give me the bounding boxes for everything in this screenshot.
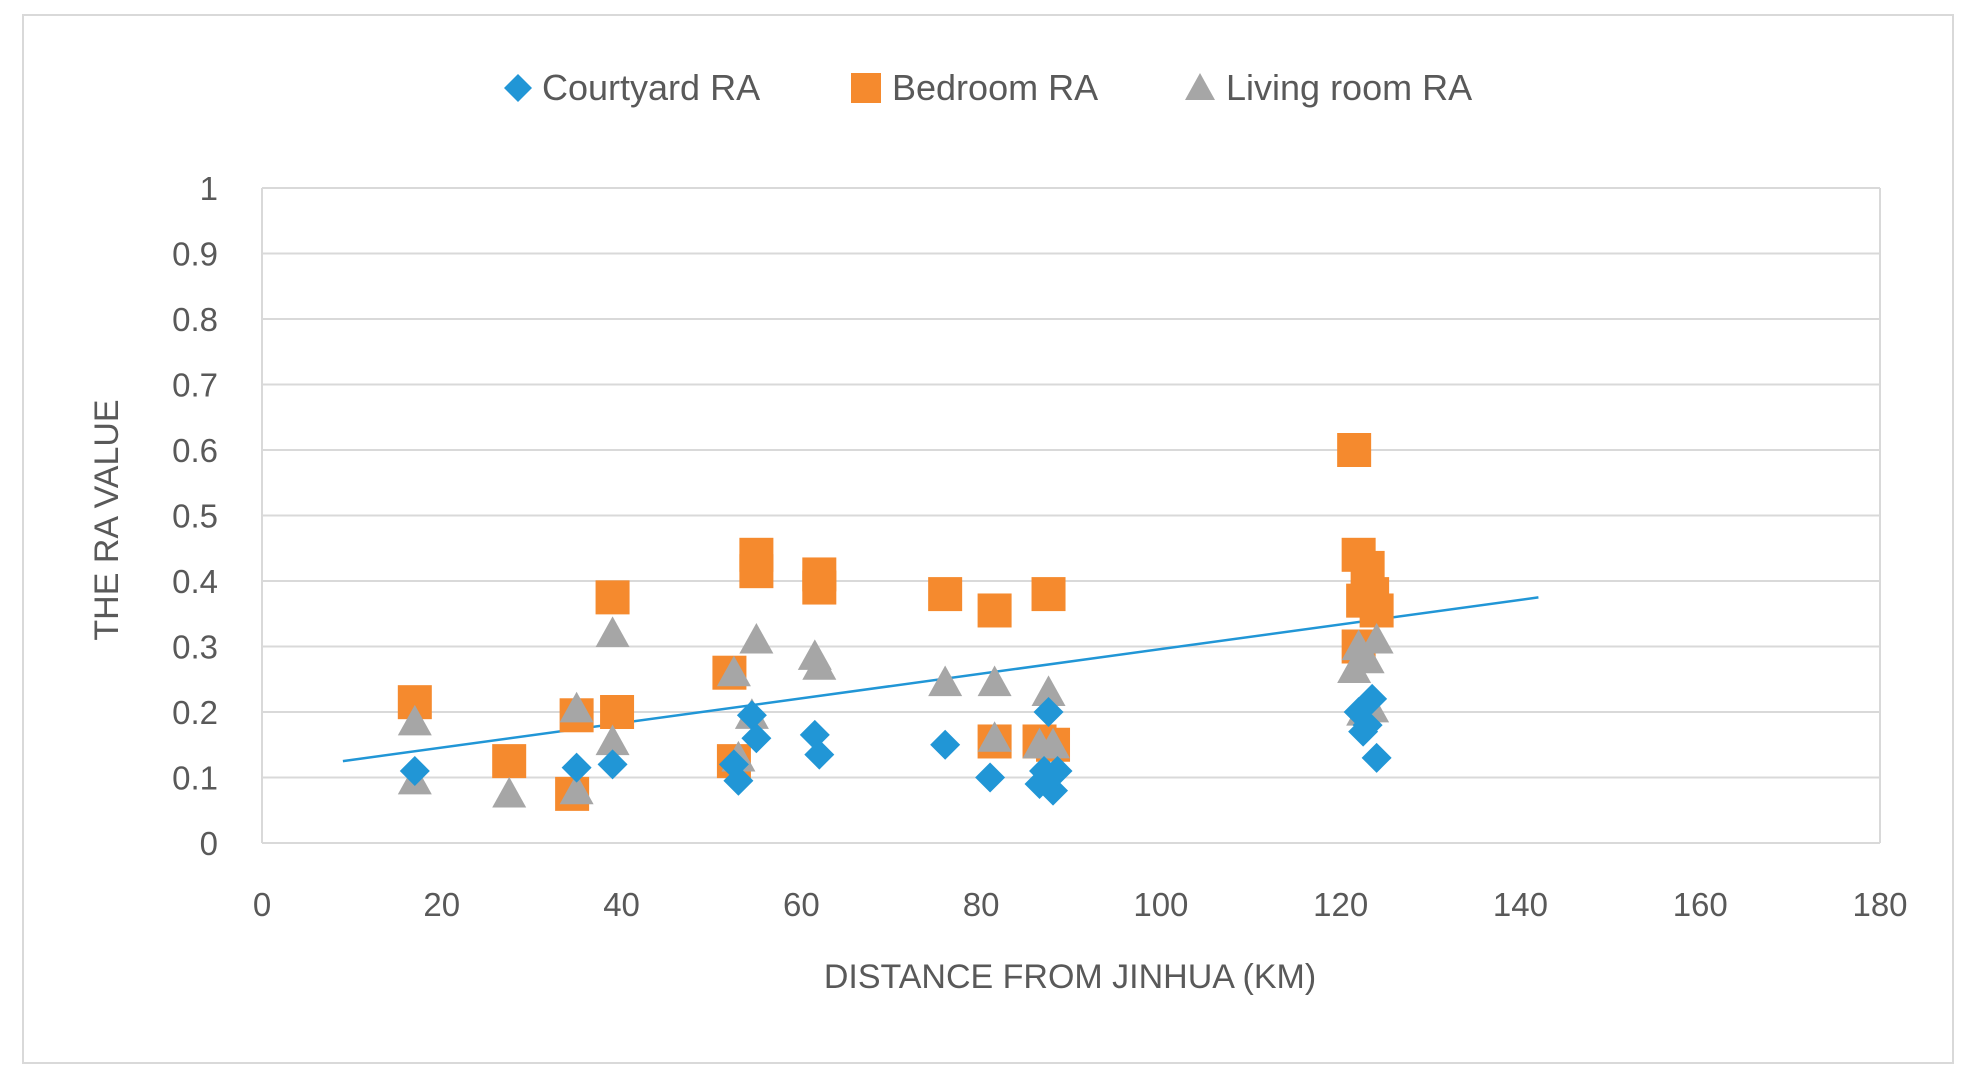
data-points (397, 433, 1394, 811)
x-tick-label: 60 (783, 886, 820, 923)
legend-diamond-icon (504, 74, 532, 102)
triangle-point (928, 665, 963, 697)
diamond-point (804, 739, 835, 770)
triangle-point (559, 773, 594, 805)
y-tick-label: 0.3 (172, 629, 218, 666)
diamond-point (597, 749, 628, 780)
triangle-point (397, 704, 432, 736)
x-tick-label: 120 (1313, 886, 1368, 923)
legend-item: Bedroom RA (851, 67, 1098, 108)
legend-triangle-icon (1185, 73, 1215, 100)
triangle-point (1031, 675, 1066, 706)
y-tick-label: 0.5 (172, 498, 218, 535)
x-tick-label: 160 (1673, 886, 1728, 923)
diamond-point (399, 755, 430, 786)
square-point (1031, 577, 1066, 612)
y-tick-label: 0.7 (172, 367, 218, 404)
legend-square-icon (851, 73, 881, 103)
y-axis-label: THE RA VALUE (88, 399, 126, 640)
diamond-point (975, 762, 1006, 793)
y-tick-label: 0.9 (172, 236, 218, 273)
diamond-point (1352, 710, 1383, 741)
gridlines (261, 187, 1881, 844)
triangle-point (977, 721, 1012, 752)
x-tick-label: 20 (423, 886, 460, 923)
triangle-point (595, 616, 630, 647)
diamond-point (1361, 742, 1392, 773)
y-tick-label: 0.6 (172, 432, 218, 469)
diamond-point (1038, 775, 1069, 806)
square-point (1337, 433, 1372, 467)
y-tick-label: 1 (200, 170, 218, 207)
square-point (492, 744, 527, 779)
diamond-point (723, 765, 754, 796)
x-tick-labels: 0 20 40 60 80 100 120 140 160 180 (253, 886, 1908, 923)
triangle-point (716, 655, 751, 687)
diamond-point (736, 700, 767, 731)
diamond-point (1357, 683, 1388, 714)
square-point (595, 580, 630, 615)
triangle-point (977, 665, 1012, 697)
square-point (739, 554, 774, 589)
diamond-point (741, 723, 772, 754)
square-point (977, 593, 1012, 628)
legend-label: Living room RA (1226, 67, 1472, 108)
square-point (928, 577, 963, 612)
legend-item: Courtyard RA (504, 67, 760, 108)
square-point (1359, 593, 1394, 628)
x-tick-label: 80 (963, 886, 1000, 923)
triangle-point (739, 622, 774, 654)
legend-label: Courtyard RA (542, 67, 760, 108)
y-tick-label: 0.2 (172, 694, 218, 731)
legend-label: Bedroom RA (892, 67, 1098, 108)
square-point (802, 570, 837, 605)
x-tick-label: 0 (253, 886, 271, 923)
diamond-point (930, 729, 961, 760)
y-tick-labels: 0 0.1 0.2 0.3 0.4 0.5 0.6 0.7 0.8 0.9 1 (172, 170, 218, 862)
diamond-point (1042, 755, 1073, 786)
series-square (397, 433, 1394, 811)
triangle-point (1350, 642, 1385, 674)
legend: Courtyard RA Bedroom RA Living room RA (504, 67, 1472, 108)
y-tick-label: 0.1 (172, 760, 218, 797)
x-tick-label: 180 (1852, 886, 1907, 923)
x-tick-label: 140 (1493, 886, 1548, 923)
square-point (600, 695, 635, 729)
triangle-point (1036, 727, 1071, 759)
triangle-point (559, 691, 594, 723)
triangle-point (1359, 622, 1394, 654)
y-tick-label: 0.4 (172, 563, 218, 600)
triangle-point (802, 649, 837, 680)
x-tick-label: 40 (603, 886, 640, 923)
triangle-point (595, 724, 630, 756)
x-tick-label: 100 (1133, 886, 1188, 923)
diamond-point (561, 752, 592, 783)
diamond-point (799, 719, 830, 750)
diamond-point (1033, 697, 1064, 727)
triangle-point (492, 776, 527, 808)
x-axis-label: DISTANCE FROM JINHUA (KM) (824, 958, 1316, 996)
y-tick-label: 0.8 (172, 301, 218, 338)
y-tick-label: 0 (200, 825, 218, 862)
legend-item: Living room RA (1185, 67, 1472, 108)
series-diamond (399, 683, 1392, 806)
